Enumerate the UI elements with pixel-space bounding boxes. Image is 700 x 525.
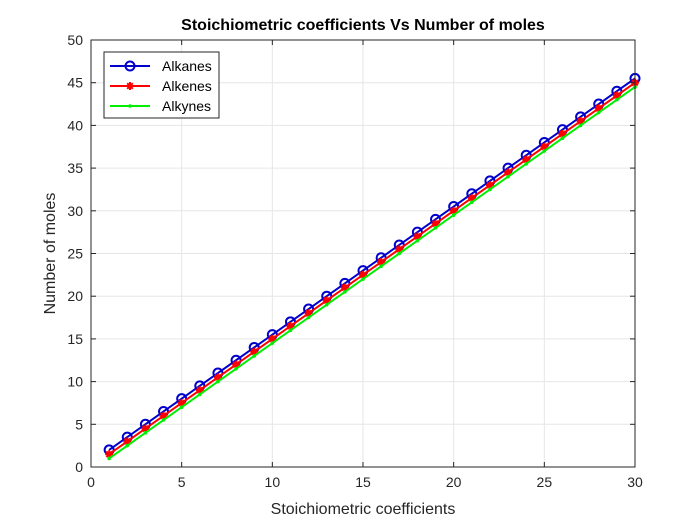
legend: Alkanes Alkenes Alkynes xyxy=(103,51,220,119)
alkynes-point xyxy=(343,290,347,294)
y-tick-label: 15 xyxy=(67,331,83,347)
alkynes-point xyxy=(270,341,275,345)
axis-ticks: 0 5 10 15 20 25 30 0 5 10 15 20 25 30 35 40 45 50 xyxy=(67,32,643,490)
alkynes-point xyxy=(615,97,619,102)
alkynes-point xyxy=(216,379,220,384)
alkynes-point xyxy=(198,392,202,397)
alkynes-point xyxy=(560,136,565,141)
alkynes-point xyxy=(433,226,438,230)
legend-item-alkenes: Alkenes xyxy=(110,78,212,94)
y-tick-label: 30 xyxy=(67,203,83,219)
alkynes-point xyxy=(578,123,583,128)
alkynes-point xyxy=(288,328,293,333)
y-tick-label: 40 xyxy=(67,117,83,133)
y-tick-label: 0 xyxy=(75,459,83,475)
alkynes-point xyxy=(379,264,383,269)
alkynes-point xyxy=(488,187,492,192)
legend-item-alkanes: Alkanes xyxy=(110,58,212,74)
alkynes-point xyxy=(324,302,329,307)
legend-swatch-marker xyxy=(126,82,134,90)
alkynes-point xyxy=(470,200,474,205)
alkynes-point xyxy=(542,149,547,153)
legend-item-alkynes: Alkynes xyxy=(110,98,211,114)
legend-label: Alkynes xyxy=(162,98,211,114)
alkynes-point xyxy=(252,354,256,358)
series-alkynes xyxy=(107,85,637,461)
alkynes-point xyxy=(506,174,510,179)
alkynes-point xyxy=(179,405,184,410)
legend-swatch-marker xyxy=(124,60,136,72)
alkynes-point xyxy=(107,456,111,461)
legend-label: Alkanes xyxy=(162,58,212,74)
x-tick-label: 25 xyxy=(537,474,553,490)
series-layer xyxy=(103,72,641,461)
y-tick-label: 50 xyxy=(67,32,83,48)
x-axis-label: Stoichiometric coefficients xyxy=(271,501,456,518)
alkynes-point xyxy=(361,277,365,281)
alkynes-point xyxy=(125,443,130,448)
x-tick-label: 0 xyxy=(87,474,95,490)
y-tick-label: 25 xyxy=(67,246,83,262)
alkynes-point xyxy=(143,431,148,435)
alkynes-point xyxy=(451,213,456,217)
x-tick-label: 20 xyxy=(446,474,462,490)
alkynes-point xyxy=(596,110,601,115)
y-tick-label: 10 xyxy=(67,374,83,390)
x-tick-label: 30 xyxy=(627,474,643,490)
alkynes-point xyxy=(306,315,311,320)
alkynes-point xyxy=(161,418,166,422)
chart-title: Stoichiometric coefficients Vs Number of… xyxy=(181,17,545,34)
legend-swatch-marker xyxy=(128,104,132,108)
alkenes-point xyxy=(594,104,603,113)
alkynes-line xyxy=(108,86,636,460)
legend-label: Alkenes xyxy=(162,78,212,94)
y-axis-label: Number of moles xyxy=(42,193,59,315)
y-tick-label: 20 xyxy=(67,288,83,304)
alkynes-point xyxy=(234,366,238,371)
x-tick-label: 15 xyxy=(355,474,371,490)
alkynes-point xyxy=(415,238,420,243)
x-tick-label: 5 xyxy=(178,474,186,490)
y-tick-label: 5 xyxy=(75,416,83,432)
alkynes-point xyxy=(524,162,528,166)
alkynes-point xyxy=(397,251,402,256)
x-tick-label: 10 xyxy=(265,474,281,490)
y-tick-label: 35 xyxy=(67,160,83,176)
y-tick-label: 45 xyxy=(67,75,83,91)
